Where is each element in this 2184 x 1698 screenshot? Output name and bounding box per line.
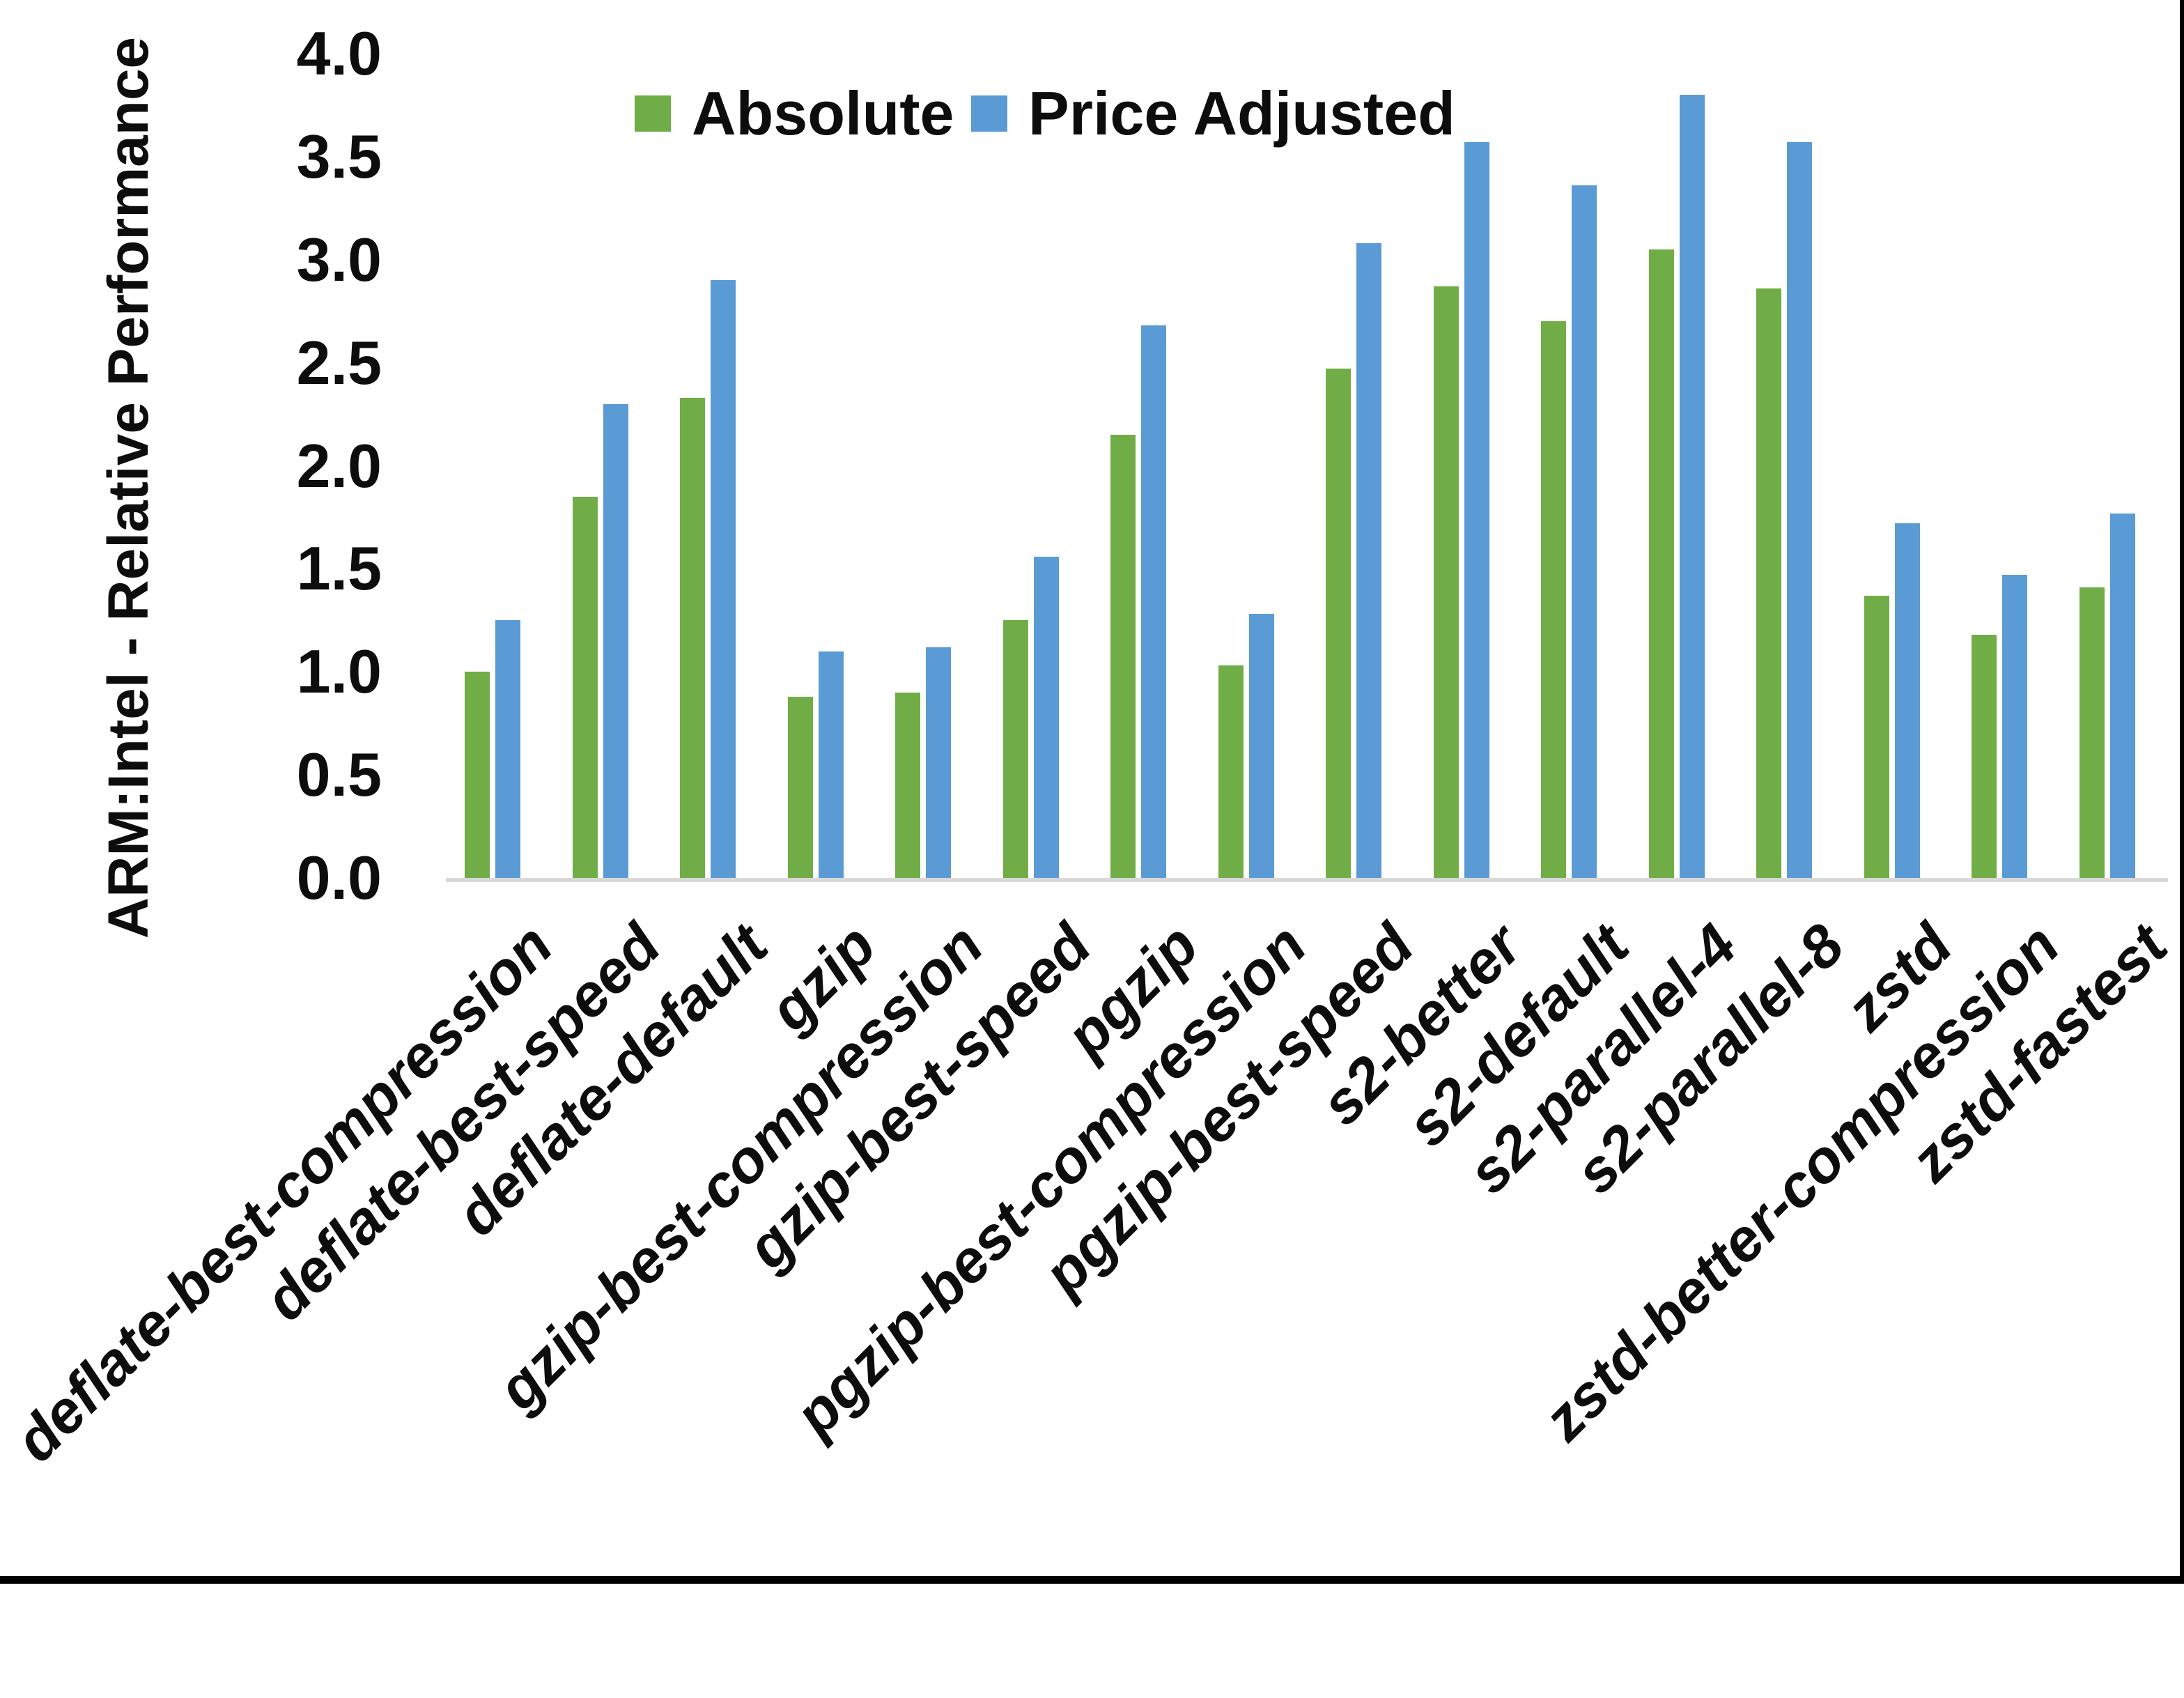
bar-absolute-s2-parallel-4 xyxy=(1648,249,1674,878)
bar-absolute-zstd xyxy=(1864,595,1889,878)
bar-price-adjusted-s2-parallel-4 xyxy=(1679,95,1705,878)
bar-absolute-gzip-best-speed xyxy=(1002,620,1028,878)
bar-absolute-deflate-best-compression xyxy=(465,672,490,878)
bar-absolute-gzip-best-compression xyxy=(895,692,921,878)
bar-price-adjusted-gzip xyxy=(818,651,844,878)
bar-absolute-zstd-better-compression xyxy=(1972,635,1997,878)
bar-price-adjusted-pgzip-best-compression xyxy=(1248,614,1274,878)
bar-price-adjusted-pgzip-best-speed xyxy=(1356,243,1382,878)
bar-price-adjusted-gzip-best-speed xyxy=(1033,556,1059,878)
y-tick-label: 1.0 xyxy=(296,637,382,707)
bar-absolute-pgzip-best-compression xyxy=(1218,665,1244,878)
y-tick-label: 3.5 xyxy=(296,121,382,191)
x-axis-line xyxy=(446,878,2168,882)
legend-label: Absolute xyxy=(692,79,954,148)
legend-swatch-price-adjusted xyxy=(971,95,1007,132)
y-tick-label: 3.0 xyxy=(296,224,382,294)
bar-price-adjusted-deflate-best-speed xyxy=(603,403,628,878)
y-tick-label: 4.0 xyxy=(296,19,382,88)
bar-price-adjusted-s2-parallel-8 xyxy=(1787,142,1813,878)
bar-price-adjusted-s2-better xyxy=(1464,142,1489,878)
bar-absolute-pgzip xyxy=(1110,435,1136,878)
bar-absolute-s2-parallel-8 xyxy=(1756,288,1782,878)
bar-price-adjusted-gzip-best-compression xyxy=(926,647,952,878)
bar-absolute-deflate-default xyxy=(680,397,706,878)
bar-price-adjusted-deflate-best-compression xyxy=(495,620,521,878)
bar-absolute-gzip xyxy=(787,696,813,878)
bar-price-adjusted-s2-default xyxy=(1572,185,1597,878)
bar-price-adjusted-pgzip xyxy=(1141,325,1167,878)
bar-absolute-s2-better xyxy=(1433,286,1459,878)
bar-absolute-s2-default xyxy=(1541,321,1567,878)
y-tick-label: 1.5 xyxy=(296,534,382,603)
bar-absolute-deflate-best-speed xyxy=(572,496,598,878)
window-border-right xyxy=(2180,0,2184,1584)
legend-item-price-adjusted: Price Adjusted xyxy=(971,83,1455,144)
legend-label: Price Adjusted xyxy=(1028,79,1455,148)
bar-price-adjusted-deflate-default xyxy=(711,280,736,878)
legend-item-absolute: Absolute xyxy=(635,83,954,144)
y-tick-label: 2.5 xyxy=(296,327,382,397)
window-border-bottom xyxy=(0,1576,2184,1584)
bar-absolute-zstd-fastest xyxy=(2079,587,2105,878)
bar-price-adjusted-zstd-better-compression xyxy=(2002,575,2028,878)
bar-price-adjusted-zstd-fastest xyxy=(2109,513,2135,878)
bar-absolute-pgzip-best-speed xyxy=(1326,369,1352,878)
y-tick-label: 0.5 xyxy=(296,740,382,810)
y-tick-label: 0.0 xyxy=(296,843,382,912)
y-tick-label: 2.0 xyxy=(296,431,382,500)
bar-chart: ARM:Intel - Relative Performance 4.0 3.5 3… xyxy=(0,0,2184,1584)
bar-price-adjusted-zstd xyxy=(1894,523,1920,878)
legend-swatch-absolute xyxy=(635,95,671,132)
